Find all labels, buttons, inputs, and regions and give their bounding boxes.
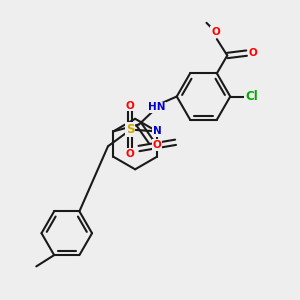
Text: HN: HN bbox=[148, 103, 166, 112]
Text: O: O bbox=[249, 48, 257, 58]
Text: N: N bbox=[153, 126, 161, 136]
Text: O: O bbox=[126, 149, 135, 159]
Text: O: O bbox=[126, 100, 135, 111]
Text: O: O bbox=[211, 27, 220, 37]
Text: O: O bbox=[152, 140, 161, 150]
Text: Cl: Cl bbox=[245, 90, 258, 103]
Text: S: S bbox=[126, 123, 134, 136]
